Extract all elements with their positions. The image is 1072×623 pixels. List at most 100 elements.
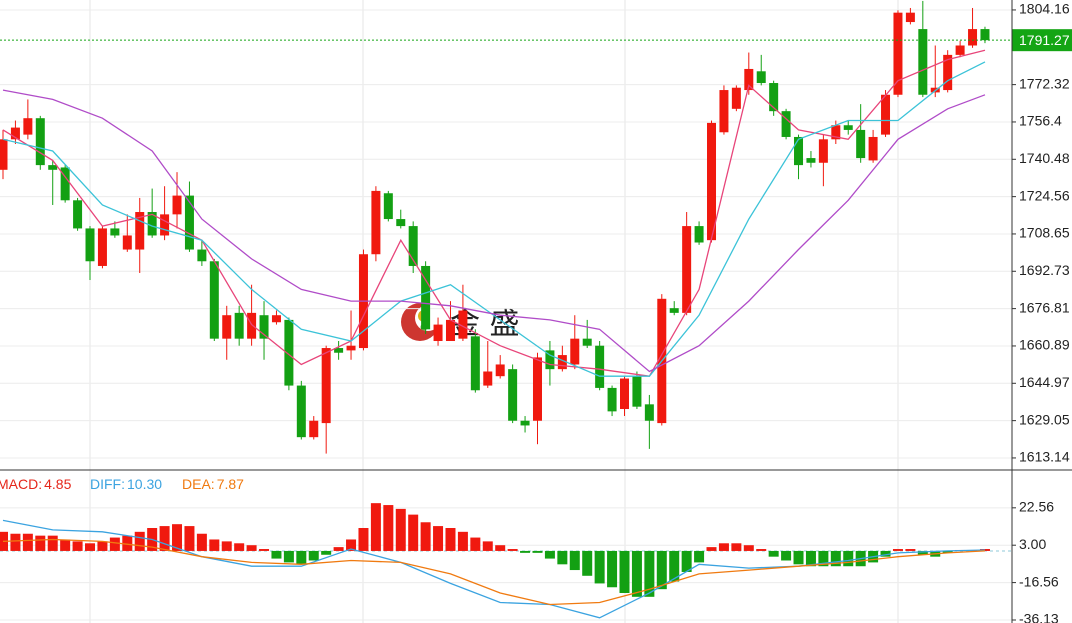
candle-body xyxy=(707,122,717,241)
macd-bar xyxy=(495,545,506,551)
macd-bar xyxy=(843,550,854,567)
candle-body xyxy=(222,315,232,339)
candle-body xyxy=(346,345,356,351)
macd-bar xyxy=(283,550,294,563)
candle-body xyxy=(843,125,853,130)
readout-name: DEA: xyxy=(182,476,215,492)
readout: DEA: 7.87 xyxy=(182,476,244,492)
candle-body xyxy=(918,29,928,95)
candle-body xyxy=(408,226,418,266)
candle-body xyxy=(160,214,170,236)
readout-value: 10.30 xyxy=(127,476,162,492)
readout-value: 7.87 xyxy=(217,476,244,492)
macd-bar xyxy=(259,549,270,551)
macd-bar xyxy=(408,514,419,551)
macd-bar xyxy=(731,543,742,551)
y-tick-label: 3.00 xyxy=(1019,536,1046,552)
candle-body xyxy=(881,94,891,135)
candle-body xyxy=(620,378,629,410)
candle-body xyxy=(110,228,120,236)
macd-bar xyxy=(172,524,183,551)
candle-body xyxy=(532,357,542,421)
candle-body xyxy=(943,54,953,91)
macd-bar xyxy=(470,537,481,551)
macd-bar xyxy=(333,547,344,551)
candle-body xyxy=(458,310,468,339)
macd-bar xyxy=(669,550,680,582)
macd-bar xyxy=(942,550,953,553)
macd-bar xyxy=(358,528,369,551)
macd-bar xyxy=(47,535,58,551)
macd-bar xyxy=(346,539,357,551)
candle-body xyxy=(73,200,83,229)
macd-bar xyxy=(805,550,816,567)
candle-body xyxy=(197,249,207,262)
macd-bar xyxy=(296,550,307,565)
candle-body xyxy=(644,404,654,421)
y-tick-label: 22.56 xyxy=(1019,499,1054,515)
macd-bar xyxy=(544,550,555,559)
candle-body xyxy=(48,165,58,170)
candle-body xyxy=(744,68,754,91)
candle-body xyxy=(321,348,331,424)
macd-bar xyxy=(619,550,630,593)
macd-bar xyxy=(905,549,916,551)
candle-body xyxy=(831,125,841,140)
macd-bar xyxy=(756,549,767,551)
macd-bar xyxy=(134,531,145,551)
macd-bar xyxy=(97,541,108,551)
macd-bar xyxy=(457,531,468,551)
candle-body xyxy=(769,83,779,112)
indicator-line xyxy=(2,519,986,619)
candle-body xyxy=(122,235,132,250)
candle-body xyxy=(309,420,319,438)
candle-body xyxy=(682,226,692,313)
macd-bar xyxy=(718,543,729,551)
macd-bar xyxy=(768,550,779,557)
price-tag-label: 1791.27 xyxy=(1019,32,1070,48)
macd-bar xyxy=(507,549,518,551)
readout: MACD: 4.85 xyxy=(0,476,72,492)
macd-bar xyxy=(557,550,568,565)
macd-bar xyxy=(159,526,170,551)
macd-bar xyxy=(72,541,83,551)
macd-bar xyxy=(520,550,531,553)
macd-bar xyxy=(395,508,406,551)
y-tick-label: 1740.48 xyxy=(1019,150,1070,166)
y-tick-label: 1660.89 xyxy=(1019,337,1070,353)
macd-bar xyxy=(743,545,754,551)
candle-body xyxy=(570,338,580,365)
candle-body xyxy=(85,228,95,262)
candle-body xyxy=(60,167,70,201)
macd-bar xyxy=(917,550,928,555)
macd-bar xyxy=(445,528,456,551)
candle-body xyxy=(495,364,505,377)
macd-bar xyxy=(184,526,195,551)
macd-bar xyxy=(681,550,692,572)
candle-body xyxy=(756,71,766,84)
candle-body xyxy=(396,219,406,227)
macd-bar xyxy=(532,550,543,553)
candle-body xyxy=(147,212,157,236)
candle-body xyxy=(545,350,555,370)
macd-bar xyxy=(569,550,580,571)
macd-bar xyxy=(35,535,46,551)
macd-bar xyxy=(818,550,829,567)
candle-body xyxy=(905,12,915,23)
candle-body xyxy=(669,308,679,313)
macd-bar xyxy=(308,550,319,561)
candle-body xyxy=(806,158,816,163)
y-tick-label: 1772.32 xyxy=(1019,75,1070,91)
candle-body xyxy=(271,315,281,323)
price-tag xyxy=(1012,29,1072,52)
macd-bar xyxy=(830,550,841,567)
candle-body xyxy=(135,212,145,250)
indicator-line xyxy=(2,49,986,377)
candle-body xyxy=(0,139,8,170)
candle-body xyxy=(383,193,393,220)
macd-bar xyxy=(644,550,655,597)
macd-bar xyxy=(234,543,245,551)
